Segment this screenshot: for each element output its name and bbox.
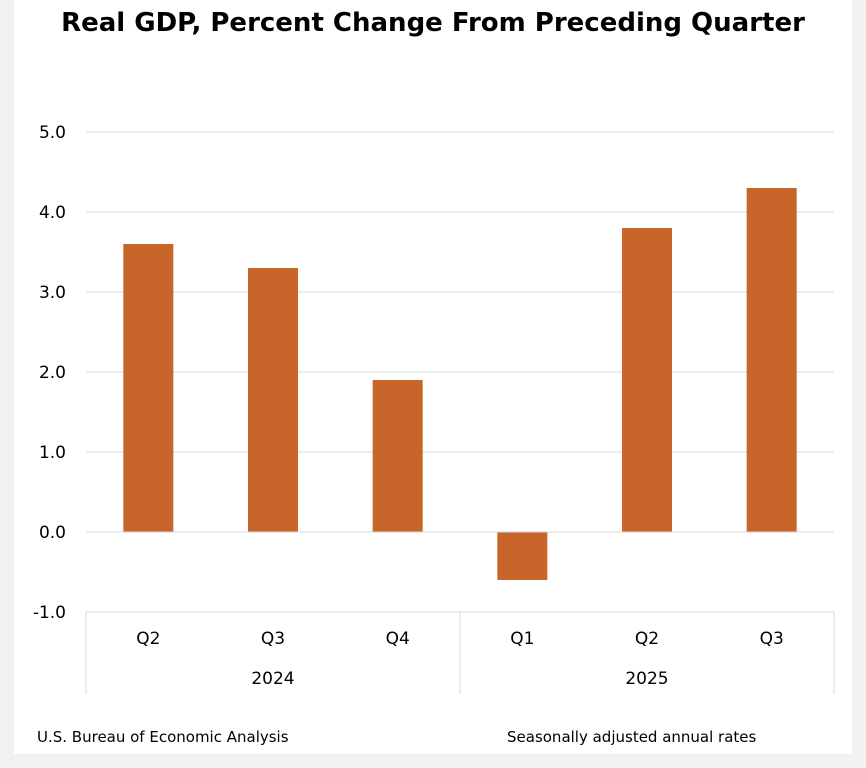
x-tick-label: Q4 — [386, 629, 410, 649]
y-tick-label: 5.0 — [39, 123, 66, 143]
bar — [746, 188, 797, 532]
bar — [123, 244, 174, 532]
y-axis-ticks: -1.0 0.0 1.0 2.0 3.0 4.0 5.0 — [33, 123, 66, 623]
gridlines — [86, 131, 834, 613]
y-tick-label: 4.0 — [39, 203, 66, 223]
bar — [497, 532, 548, 580]
x-tick-label: Q1 — [510, 629, 534, 649]
rates-note: Seasonally adjusted annual rates — [507, 728, 757, 746]
y-tick-label: 1.0 — [39, 443, 66, 463]
bars — [123, 188, 797, 580]
x-tick-label: Q3 — [261, 629, 285, 649]
y-tick-label: 3.0 — [39, 283, 66, 303]
x-tick-label: Q2 — [136, 629, 160, 649]
x-group-label: 2025 — [625, 669, 668, 689]
chart-title: Real GDP, Percent Change From Preceding … — [61, 8, 805, 38]
bar — [248, 268, 298, 532]
x-tick-label: Q2 — [635, 629, 659, 649]
source-note: U.S. Bureau of Economic Analysis — [37, 728, 289, 746]
x-tick-label: Q3 — [760, 629, 784, 649]
y-tick-label: 2.0 — [39, 363, 66, 383]
bar — [622, 228, 672, 532]
bar — [372, 380, 423, 532]
y-tick-label: -1.0 — [33, 603, 66, 623]
y-tick-label: 0.0 — [39, 523, 66, 543]
x-group-label: 2024 — [251, 669, 294, 689]
x-axis: Q2 Q3 Q4 Q1 Q2 Q3 2024 2025 — [85, 531, 835, 694]
